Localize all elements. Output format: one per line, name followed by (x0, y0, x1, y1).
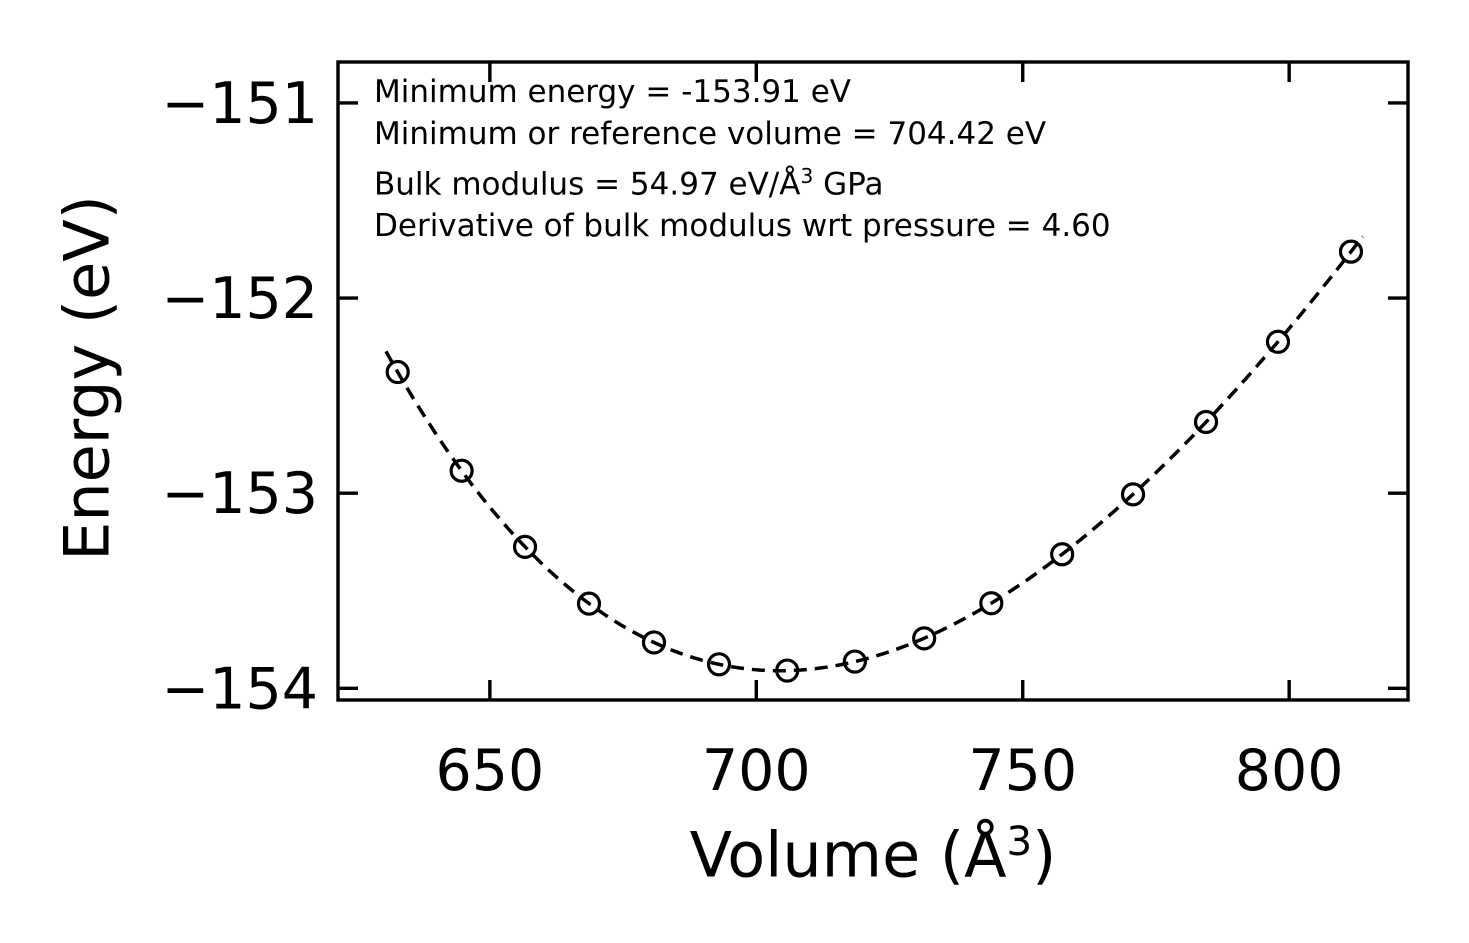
y-tick-label: −153 (161, 461, 318, 527)
data-point-marker (385, 359, 410, 385)
x-axis-label: Volume (Å3) (338, 818, 1408, 892)
data-point-marker (1050, 542, 1075, 567)
x-axis-label-prefix: Volume (Å (689, 818, 1007, 892)
data-point-marker (576, 591, 602, 616)
annotation-min-energy: Minimum energy = -153.91 eV (374, 74, 852, 110)
x-axis-label-suffix: ) (1032, 818, 1057, 892)
annotation-bulk-modulus-sup: 3 (800, 164, 814, 188)
annotation-bulk-modulus-suffix: GPa (813, 166, 884, 203)
axes-frame (336, 60, 1410, 702)
x-tick-label: 750 (968, 738, 1077, 804)
fit-curve (384, 235, 1365, 673)
x-tick-label: 700 (702, 738, 811, 804)
annotation-bulk-modulus-prefix: Bulk modulus = 54.97 eV/Å (374, 166, 801, 203)
data-point-marker (912, 626, 937, 651)
data-point-marker (775, 658, 800, 683)
x-tick-label: 650 (435, 738, 544, 804)
data-point-marker (706, 652, 732, 677)
data-point-marker (842, 649, 867, 674)
data-point-marker (449, 458, 474, 483)
y-axis-label: Energy (eV) (50, 195, 124, 561)
annotation-bulk-modulus-derivative: Derivative of bulk modulus wrt pressure … (374, 208, 1111, 245)
annotation-ref-volume: Minimum or reference volume = 704.42 eV (374, 116, 1047, 152)
annotation-bulk-modulus: Bulk modulus = 54.97 eV/Å3 GPa (374, 155, 1111, 205)
y-tick-label: −152 (161, 266, 318, 332)
x-tick-label: 800 (1235, 738, 1344, 804)
fit-results-annotation: Minimum energy = -153.91 eV Minimum or r… (374, 71, 1111, 247)
x-axis-label-sup: 3 (1006, 818, 1033, 865)
data-point-marker (1120, 482, 1146, 507)
y-tick-label: −151 (161, 71, 318, 137)
data-point-marker (1265, 329, 1291, 354)
data-point-marker (1193, 409, 1219, 435)
data-point-marker (512, 534, 538, 559)
data-point-marker (979, 591, 1004, 616)
data-point-marker (1338, 239, 1364, 264)
y-tick-label: −154 (161, 656, 318, 722)
data-point-marker (641, 630, 667, 655)
